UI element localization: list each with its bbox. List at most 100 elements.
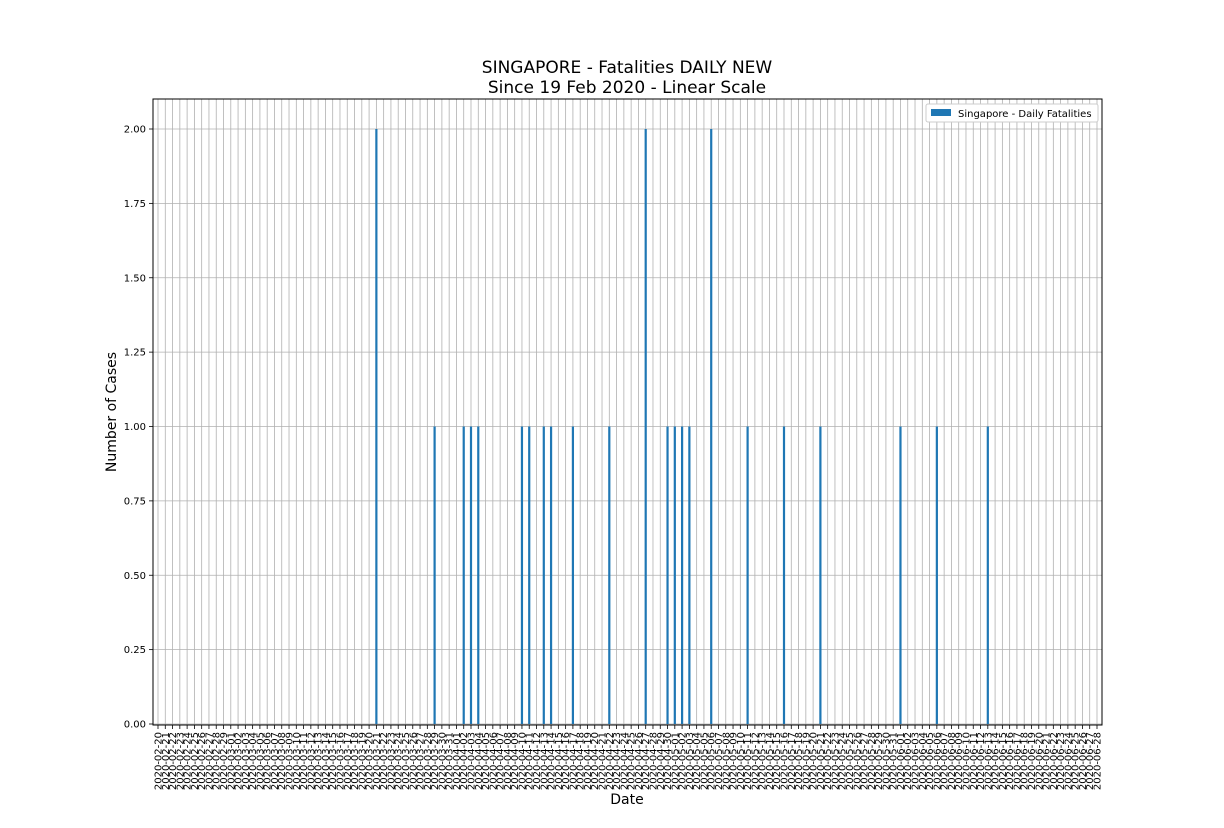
- x-tick-label: 2020-03-16: [335, 732, 346, 790]
- x-tick-label: 2020-05-04: [692, 732, 703, 790]
- x-tick-label: 2020-04-23: [612, 732, 623, 790]
- x-tick-label: 2020-06-26: [1078, 732, 1089, 790]
- x-tick-label: 2020-03-06: [263, 732, 274, 790]
- bar: [666, 426, 669, 724]
- bar: [986, 426, 989, 724]
- x-tick-label: 2020-04-22: [605, 732, 616, 790]
- x-tick-label: 2020-05-25: [845, 732, 856, 790]
- x-tick-label: 2020-06-06: [932, 732, 943, 790]
- x-tick-label: 2020-03-15: [328, 732, 339, 790]
- bar: [680, 426, 684, 724]
- x-tick-label: 2020-03-05: [255, 732, 266, 790]
- x-tick-label: 2020-06-18: [1020, 732, 1031, 790]
- x-tick-label: 2020-06-10: [961, 732, 972, 790]
- x-tick-label: 2020-06-21: [1042, 732, 1053, 790]
- x-tick-label: 2020-06-04: [918, 732, 929, 790]
- x-tick-label: 2020-05-19: [801, 732, 812, 790]
- x-tick-label: 2020-04-26: [634, 732, 645, 790]
- x-tick-label: 2020-05-07: [714, 732, 725, 790]
- x-tick-label: 2020-06-28: [1093, 732, 1104, 790]
- x-tick-label: 2020-06-27: [1085, 732, 1096, 790]
- x-tick-label: 2020-03-07: [270, 732, 281, 790]
- x-tick-label: 2020-04-05: [481, 732, 492, 790]
- x-tick-label: 2020-02-23: [175, 732, 186, 790]
- x-tick-label: 2020-04-18: [576, 732, 587, 790]
- x-axis-label: Date: [610, 792, 643, 808]
- x-tick-label: 2020-04-16: [561, 732, 572, 790]
- legend-swatch: [931, 109, 951, 116]
- y-tick-label: 1.50: [124, 273, 146, 284]
- x-tick-label: 2020-03-14: [321, 732, 332, 790]
- x-tick-label: 2020-03-24: [394, 732, 405, 790]
- x-tick-label: 2020-03-26: [408, 732, 419, 790]
- x-tick-label: 2020-04-13: [539, 732, 550, 790]
- x-tick-label: 2020-06-01: [896, 732, 907, 790]
- x-tick-label: 2020-04-11: [525, 732, 536, 790]
- x-tick-label: 2020-03-31: [445, 732, 456, 790]
- legend-box: [925, 103, 1099, 123]
- bar: [462, 426, 465, 724]
- x-tick-label: 2020-05-16: [780, 732, 791, 790]
- x-tick-label: 2020-06-20: [1034, 732, 1045, 790]
- y-tick-label: 1.00: [124, 422, 146, 433]
- x-tick-label: 2020-03-25: [401, 732, 412, 790]
- x-tick-label: 2020-04-12: [532, 732, 543, 790]
- x-tick-label: 2020-05-14: [765, 732, 776, 790]
- y-axis-ticks: 0.00 0.25 0.50 0.75 1.00 1.25 1.50 1.75 2.00: [124, 125, 153, 731]
- x-tick-label: 2020-02-29: [219, 732, 230, 790]
- x-tick-label: 2020-05-06: [707, 732, 718, 790]
- x-tick-label: 2020-05-28: [867, 732, 878, 790]
- x-tick-label: 2020-06-11: [969, 732, 980, 790]
- y-tick-label: 0.00: [124, 720, 146, 731]
- x-tick-label: 2020-02-21: [161, 732, 172, 790]
- y-tick-label: 1.25: [124, 348, 146, 359]
- x-tick-label: 2020-03-21: [372, 732, 383, 790]
- grid-lines: [153, 99, 1102, 725]
- x-tick-label: 2020-05-09: [729, 732, 740, 790]
- y-axis-label: Number of Cases: [104, 352, 120, 472]
- x-tick-label: 2020-05-17: [787, 732, 798, 790]
- bar: [520, 426, 524, 724]
- x-tick-label: 2020-06-03: [911, 732, 922, 790]
- bar: [542, 426, 545, 724]
- x-tick-label: 2020-03-10: [292, 732, 303, 790]
- x-tick-label: 2020-03-09: [285, 732, 296, 790]
- x-tick-label: 2020-03-02: [234, 732, 245, 790]
- x-tick-label: 2020-04-06: [488, 732, 499, 790]
- x-tick-label: 2020-03-28: [423, 732, 434, 790]
- x-tick-label: 2020-03-13: [314, 732, 325, 790]
- x-tick-label: 2020-03-01: [226, 732, 237, 790]
- x-tick-label: 2020-06-08: [947, 732, 958, 790]
- x-tick-label: 2020-06-05: [925, 732, 936, 790]
- x-tick-label: 2020-03-04: [248, 732, 259, 790]
- x-tick-label: 2020-05-08: [721, 732, 732, 790]
- x-tick-label: 2020-06-19: [1027, 732, 1038, 790]
- x-tick-label: 2020-05-03: [685, 732, 696, 790]
- x-tick-label: 2020-06-15: [998, 732, 1009, 790]
- y-tick-label: 1.75: [124, 199, 146, 210]
- bar: [375, 129, 378, 724]
- y-tick-label: 0.50: [124, 571, 146, 582]
- bar: [528, 426, 531, 724]
- x-tick-label: 2020-06-12: [976, 732, 987, 790]
- x-tick-label: 2020-06-14: [991, 732, 1002, 790]
- plot-frame: [152, 98, 1103, 726]
- x-tick-label: 2020-03-18: [350, 732, 361, 790]
- bar: [688, 426, 691, 724]
- x-tick-label: 2020-06-02: [903, 732, 914, 790]
- x-tick-label: 2020-02-28: [212, 732, 223, 790]
- x-tick-label: 2020-03-08: [277, 732, 288, 790]
- x-tick-label: 2020-04-10: [517, 732, 528, 790]
- x-tick-label: 2020-04-15: [554, 732, 565, 790]
- x-tick-label: 2020-05-22: [823, 732, 834, 790]
- x-tick-label: 2020-03-17: [343, 732, 354, 790]
- bar: [469, 426, 473, 724]
- bar: [644, 129, 647, 724]
- chart-subtitle: Since 19 Feb 2020 - Linear Scale: [488, 78, 766, 98]
- legend-label: Singapore - Daily Fatalities: [958, 109, 1092, 120]
- x-tick-label: 2020-04-01: [452, 732, 463, 790]
- x-tick-label: 2020-03-03: [241, 732, 252, 790]
- x-tick-label: 2020-05-13: [758, 732, 769, 790]
